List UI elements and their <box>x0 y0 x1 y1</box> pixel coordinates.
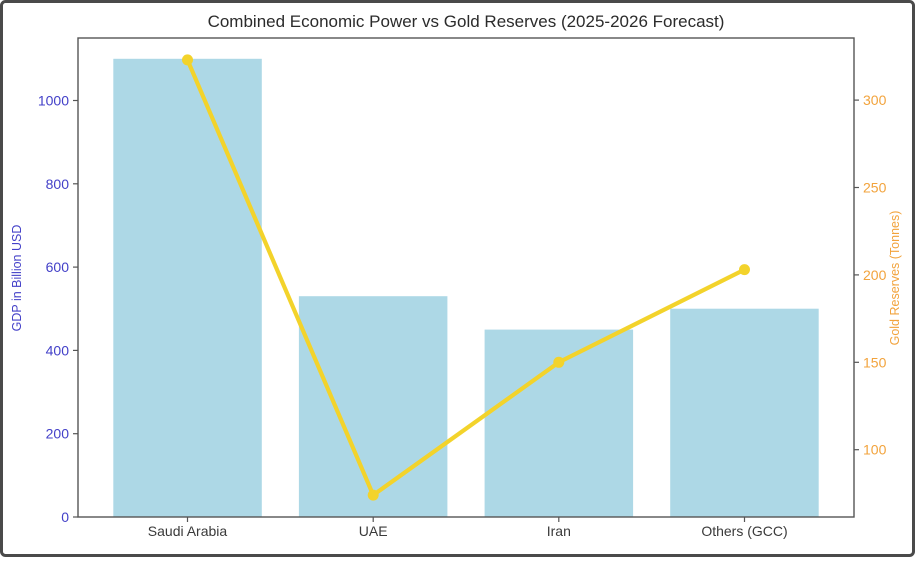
x-tick-label-2: Iran <box>547 523 571 539</box>
line-marker-2 <box>553 356 565 368</box>
gdp-bar-1 <box>298 296 448 517</box>
right-tick-label: 200 <box>863 267 887 283</box>
right-axis-label: Gold Reserves (Tonnes) <box>888 211 902 346</box>
line-marker-1 <box>367 489 379 501</box>
plot-area <box>77 37 855 518</box>
x-tick-label-0: Saudi Arabia <box>148 523 228 539</box>
chart-title: Combined Economic Power vs Gold Reserves… <box>208 12 725 31</box>
x-tick-label-1: UAE <box>359 523 388 539</box>
line-marker-3 <box>739 264 750 276</box>
line-group <box>182 54 750 501</box>
gold-reserves-line <box>185 57 747 498</box>
left-tick-label: 600 <box>46 259 70 275</box>
right-tick-label: 100 <box>863 442 887 458</box>
x-tick-label-3: Others (GCC) <box>701 523 787 539</box>
axes-group: 0 200 400 600 800 1000 100 150 200 250 300 Saudi Ar… <box>38 37 887 539</box>
left-tick-label: 1000 <box>38 93 69 109</box>
left-tick-label: 200 <box>46 426 70 442</box>
left-tick-label: 0 <box>61 509 69 525</box>
gdp-bar-0 <box>113 58 262 518</box>
gdp-bar-3 <box>670 308 819 517</box>
left-axis-label: GDP in Billion USD <box>10 225 24 332</box>
left-tick-label: 800 <box>46 176 70 192</box>
line-marker-0 <box>182 54 193 66</box>
right-tick-label: 150 <box>863 354 887 370</box>
right-tick-label: 250 <box>863 180 887 196</box>
left-tick-label: 400 <box>46 342 70 358</box>
right-tick-label: 300 <box>863 92 887 108</box>
